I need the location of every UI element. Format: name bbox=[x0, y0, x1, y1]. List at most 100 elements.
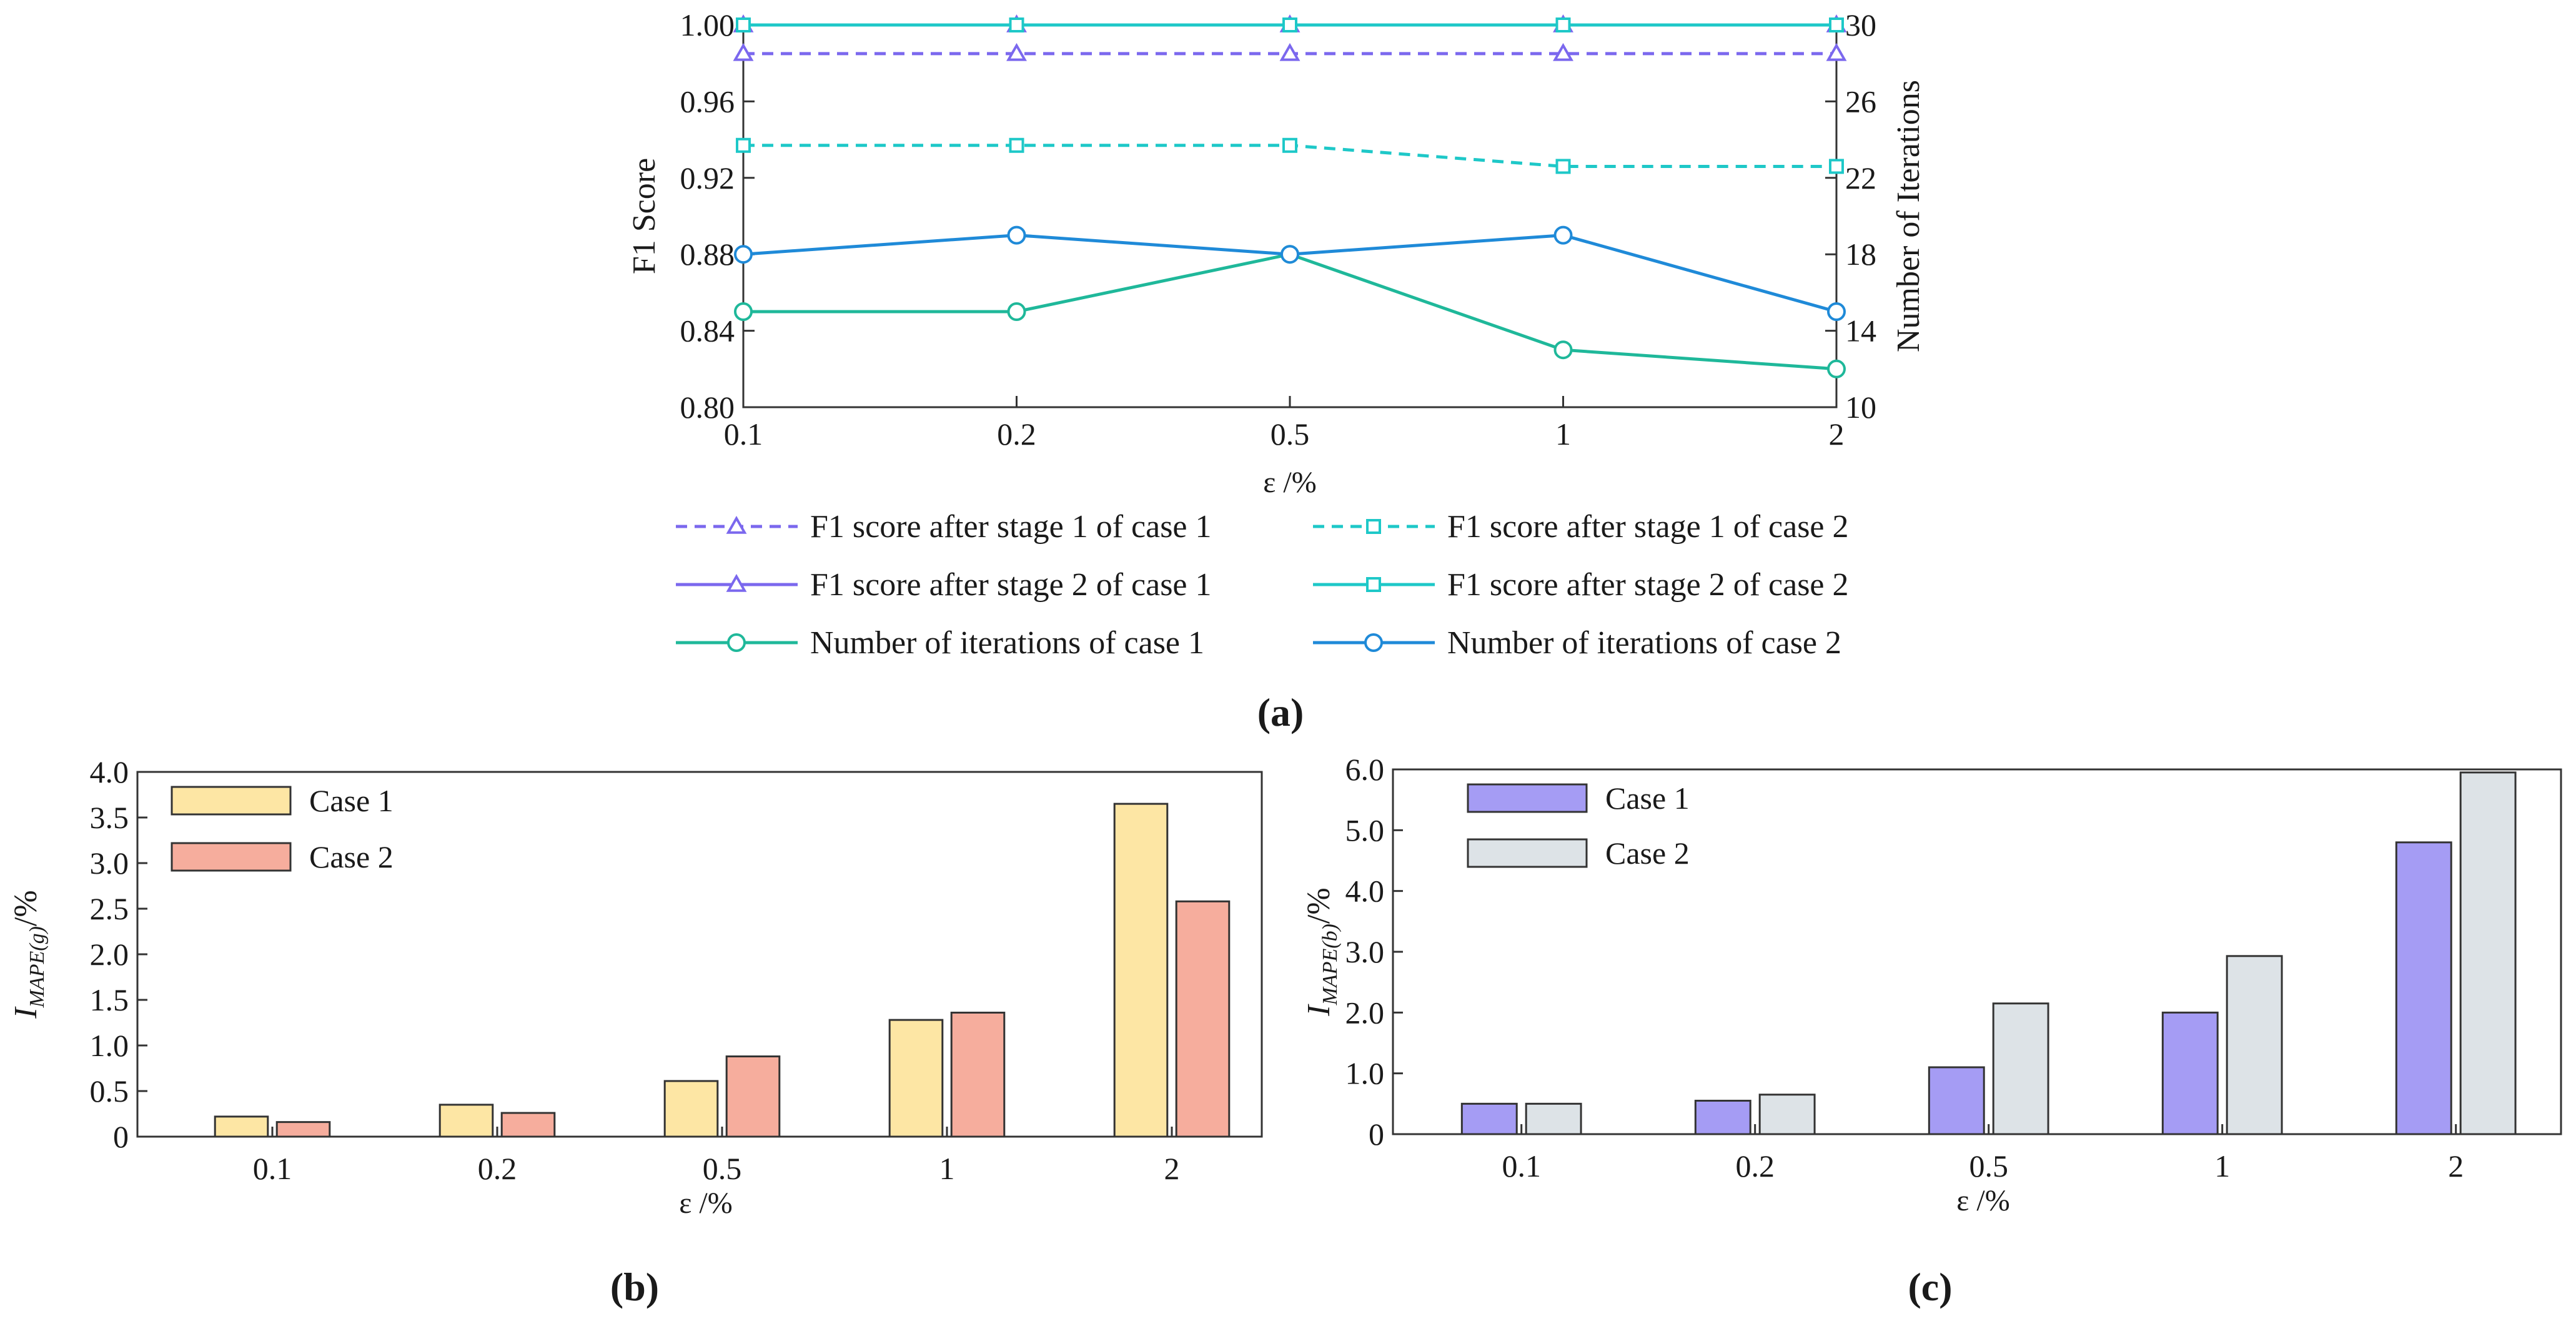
y-axis-label-main: I bbox=[1301, 1004, 1337, 1017]
y-axis-label-suffix: /% bbox=[8, 890, 44, 926]
data-point-marker bbox=[1555, 17, 1571, 32]
legend-label: Case 2 bbox=[309, 839, 394, 874]
y-tick-label: 3.0 bbox=[90, 846, 129, 881]
series-line bbox=[743, 252, 1837, 371]
line-series bbox=[733, 42, 1847, 61]
y-tick-label-right: 22 bbox=[1845, 161, 1876, 195]
data-point-marker bbox=[1553, 340, 1573, 360]
legend-label: F1 score after stage 1 of case 1 bbox=[810, 509, 1212, 545]
legend-marker bbox=[726, 515, 747, 534]
y-axis-label-right: Number of Iterations bbox=[1891, 80, 1926, 352]
legend-a: F1 score after stage 1 of case 1 F1 score… bbox=[676, 509, 1849, 661]
legend-marker bbox=[1364, 633, 1383, 652]
panel-label-a: (a) bbox=[1257, 690, 1304, 734]
legend-swatch bbox=[1467, 783, 1588, 813]
y-tick-label: 6.0 bbox=[1345, 752, 1385, 787]
panel-label: (c) bbox=[1908, 1265, 1952, 1309]
line-series bbox=[736, 137, 1844, 174]
data-point-marker bbox=[736, 137, 751, 153]
y-tick-label: 1.0 bbox=[90, 1028, 129, 1063]
data-point-marker bbox=[1555, 159, 1571, 174]
x-tick-label: 2 bbox=[1829, 417, 1845, 452]
x-tick-label: 2 bbox=[1164, 1151, 1180, 1186]
bar bbox=[950, 1011, 1006, 1138]
panel-a-line-chart: 0.80 0.84 0.88 0.92 0.96 1.00 10 14 18 22 26 30 0.1 0… bbox=[627, 7, 1926, 734]
x-tick-label: 0.2 bbox=[478, 1151, 517, 1186]
data-point-marker bbox=[733, 42, 754, 61]
legend-label: Case 1 bbox=[309, 783, 394, 818]
legend-label: F1 score after stage 1 of case 2 bbox=[1447, 509, 1849, 545]
y-tick-label-left: 0.84 bbox=[680, 314, 735, 348]
y-axis-label-subscript: MAPE(b) bbox=[1319, 924, 1342, 1005]
data-point-marker bbox=[1553, 225, 1573, 245]
bar bbox=[1460, 1102, 1518, 1135]
x-tick-label: 0.1 bbox=[253, 1151, 292, 1186]
data-point-marker bbox=[1826, 42, 1847, 61]
bar bbox=[438, 1104, 494, 1138]
y-tick-label: 5.0 bbox=[1345, 813, 1385, 847]
bar bbox=[275, 1121, 331, 1138]
y-tick-label-right: 30 bbox=[1845, 7, 1876, 42]
y-tick-label: 0.5 bbox=[90, 1074, 129, 1109]
y-tick-label-left: 0.80 bbox=[680, 390, 735, 425]
plot-frame-a bbox=[742, 24, 1838, 408]
data-point-marker bbox=[1009, 17, 1024, 32]
y-tick-label-right: 10 bbox=[1845, 390, 1876, 425]
y-axis-label-main: I bbox=[8, 1006, 44, 1019]
x-tick-label: 2 bbox=[2448, 1149, 2464, 1183]
legend-marker bbox=[1366, 519, 1381, 534]
data-point-marker bbox=[1282, 137, 1297, 153]
y-tick-label-left: 0.92 bbox=[680, 161, 735, 195]
y-tick-label: 4.0 bbox=[90, 754, 129, 789]
panel-c-bar-chart: 0 1.0 2.0 3.0 4.0 5.0 6.0 0.1 0.2 0.5 1 2 ε /% IMAPE(… bbox=[1301, 752, 2562, 1309]
bar bbox=[1175, 900, 1231, 1138]
x-tick-label: 0.5 bbox=[1969, 1149, 2008, 1183]
y-tick-label-left: 1.00 bbox=[680, 7, 735, 42]
legend: Case 1 Case 2 bbox=[1467, 781, 1690, 871]
legend: Case 1 Case 2 bbox=[171, 783, 394, 874]
legend-swatch bbox=[1467, 838, 1588, 868]
legend-label: Number of iterations of case 1 bbox=[810, 625, 1204, 661]
y-tick-label-left: 0.96 bbox=[680, 84, 735, 119]
x-tick-label: 1 bbox=[939, 1151, 955, 1186]
y-tick-label: 4.0 bbox=[1345, 874, 1385, 909]
x-tick-label: 0.5 bbox=[1271, 417, 1310, 452]
data-point-marker bbox=[1007, 225, 1026, 245]
data-point-marker bbox=[1553, 42, 1573, 61]
legend-marker bbox=[1366, 577, 1381, 592]
bar bbox=[1113, 803, 1169, 1138]
y-axis-label-suffix: /% bbox=[1301, 887, 1337, 924]
bar bbox=[1694, 1099, 1751, 1135]
x-tick-label: 1 bbox=[2214, 1149, 2230, 1183]
y-tick-label: 0 bbox=[1369, 1117, 1384, 1152]
y-axis-label-left: F1 Score bbox=[627, 158, 662, 274]
y-tick-label: 1.0 bbox=[1345, 1056, 1385, 1091]
data-point-marker bbox=[1009, 137, 1024, 153]
y-tick-label-right: 14 bbox=[1845, 314, 1876, 348]
bar bbox=[1758, 1094, 1816, 1135]
line-series bbox=[734, 225, 1846, 321]
data-point-marker bbox=[1281, 245, 1299, 264]
bar bbox=[500, 1112, 556, 1138]
data-point-marker bbox=[734, 245, 753, 264]
bar bbox=[2395, 841, 2452, 1135]
data-point-marker bbox=[734, 302, 753, 321]
legend-label: F1 score after stage 2 of case 1 bbox=[810, 567, 1212, 603]
y-tick-label: 1.5 bbox=[90, 982, 129, 1017]
y-tick-label: 2.5 bbox=[90, 891, 129, 926]
x-axis-label: ε /% bbox=[1956, 1184, 2009, 1217]
data-point-marker bbox=[1827, 302, 1846, 321]
y-tick-label-right: 18 bbox=[1845, 237, 1876, 272]
y-axis-label-subscript: MAPE(g) bbox=[26, 926, 49, 1008]
data-point-marker bbox=[1279, 42, 1300, 61]
data-point-marker bbox=[1282, 17, 1297, 32]
bar bbox=[2226, 955, 2283, 1135]
y-axis-label: IMAPE(b)/% bbox=[1301, 887, 1342, 1016]
bar bbox=[1525, 1102, 1582, 1135]
x-axis-label: ε /% bbox=[1263, 466, 1316, 499]
data-point-marker bbox=[1007, 302, 1026, 321]
legend-label: F1 score after stage 2 of case 2 bbox=[1447, 567, 1849, 603]
legend-swatch bbox=[171, 786, 292, 816]
bar bbox=[888, 1019, 944, 1138]
